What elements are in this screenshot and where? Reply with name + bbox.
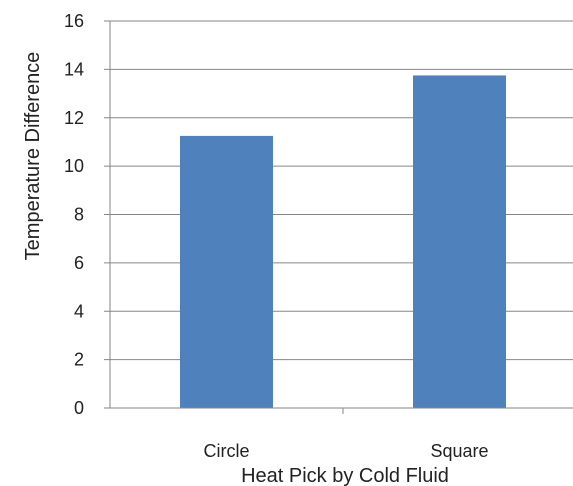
y-tick-label-2: 2 bbox=[74, 350, 84, 370]
y-tick-label-16: 16 bbox=[64, 11, 84, 31]
y-tick-label-0: 0 bbox=[74, 398, 84, 418]
y-tick-label-6: 6 bbox=[74, 253, 84, 273]
x-category-label-circle: Circle bbox=[203, 441, 249, 461]
x-category-label-square: Square bbox=[430, 441, 488, 461]
y-tick-label-14: 14 bbox=[64, 59, 84, 79]
bar-square bbox=[413, 75, 506, 408]
x-axis-title: Heat Pick by Cold Fluid bbox=[241, 465, 449, 486]
x-axis-categories: Circle Square bbox=[203, 408, 489, 461]
bars bbox=[180, 75, 506, 408]
y-tick-label-10: 10 bbox=[64, 156, 84, 176]
y-tick-label-12: 12 bbox=[64, 108, 84, 128]
y-axis-ticks: 0 2 4 6 8 10 12 14 16 bbox=[64, 11, 110, 418]
y-tick-label-4: 4 bbox=[74, 301, 84, 321]
bar-circle bbox=[180, 135, 273, 408]
y-axis-title: Temperature Difference bbox=[22, 52, 44, 261]
y-tick-label-8: 8 bbox=[74, 205, 84, 225]
